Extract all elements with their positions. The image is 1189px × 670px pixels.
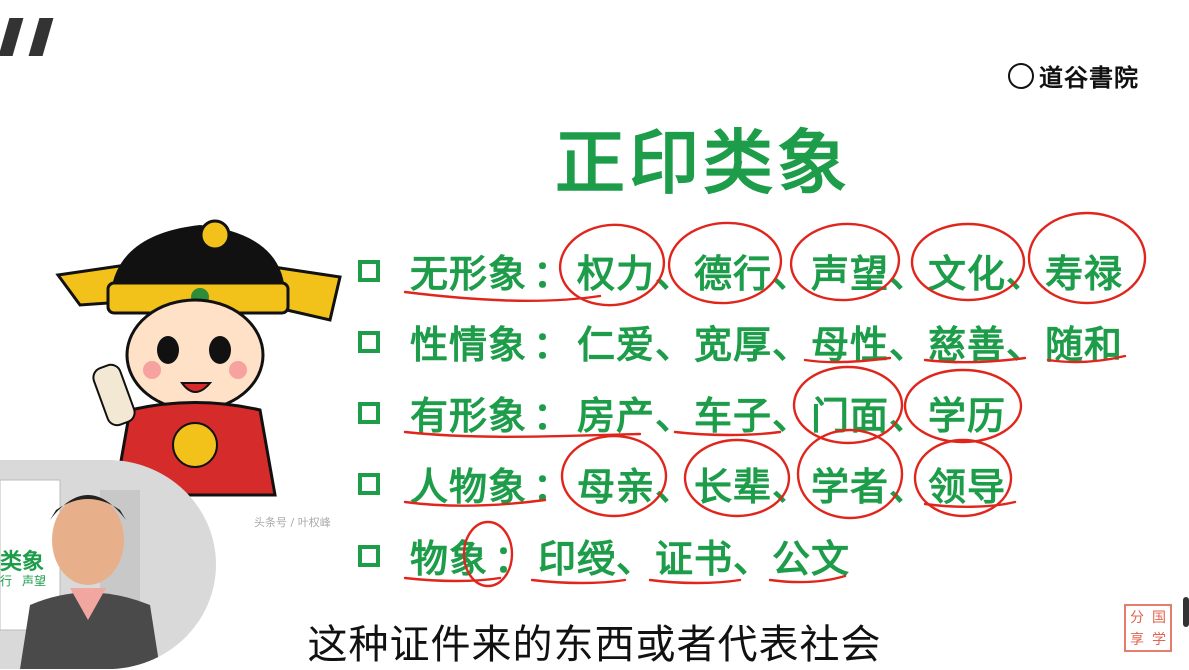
- list-item: 人物象 ： 母亲、长辈、学者、领导: [358, 456, 1006, 511]
- row-items: 母亲、长辈、学者、领导: [577, 465, 1007, 509]
- scrollbar-handle[interactable]: [1183, 597, 1189, 627]
- row-items: 印绶、证书、公文: [538, 537, 851, 581]
- row-label: 物象: [410, 537, 489, 581]
- list-item: 有形象 ： 房产、车子、门面、学历: [358, 385, 1006, 440]
- row-items: 权力、德行、声望、文化、寿禄: [577, 252, 1124, 296]
- brand-logo: 道谷書院: [1008, 58, 1139, 93]
- stamp-char: 享: [1130, 632, 1144, 648]
- list-item: 性情象 ： 仁爱、宽厚、母性、慈善、随和: [358, 314, 1123, 369]
- row-label: 无形象: [410, 252, 528, 296]
- slide-title: 正印类象: [555, 122, 851, 204]
- board-text: 类象: [0, 550, 45, 575]
- checkbox-icon: [358, 544, 380, 567]
- slant-mark: [28, 18, 54, 56]
- board-text: 行: [0, 574, 13, 588]
- row-label: 有形象: [410, 394, 528, 438]
- slant-mark: [0, 18, 24, 56]
- row-label: 性情象: [410, 323, 528, 367]
- checkbox-icon: [358, 401, 380, 424]
- row-colon: ：: [533, 394, 572, 438]
- board-text: 声望: [22, 574, 47, 588]
- checkbox-icon: [358, 259, 380, 282]
- speaker-video: 类象 行 声望: [0, 460, 216, 669]
- checkbox-icon: [358, 330, 380, 353]
- row-colon: ：: [533, 323, 572, 367]
- video-subtitle: 这种证件来的东西或者代表社会: [307, 622, 882, 668]
- row-items: 仁爱、宽厚、母性、慈善、随和: [577, 323, 1124, 367]
- checkbox-icon: [358, 472, 380, 495]
- row-colon: ：: [533, 252, 572, 296]
- row-label: 人物象: [410, 465, 528, 509]
- stamp-char: 学: [1152, 632, 1166, 648]
- watermark: 头条号 / 叶权峰: [254, 516, 331, 529]
- list-item: 无形象 ： 权力、德行、声望、文化、寿禄: [358, 243, 1123, 298]
- list-item: 物象 ： 印绶、证书、公文: [358, 528, 850, 583]
- stamp-logo: 分 国 享 学: [1124, 604, 1172, 652]
- brand-name: 道谷書院: [1039, 64, 1139, 92]
- row-items: 房产、车子、门面、学历: [577, 394, 1007, 438]
- stamp-char: 国: [1152, 610, 1166, 626]
- row-colon: ：: [494, 537, 533, 581]
- row-colon: ：: [533, 465, 572, 509]
- cartoon-official-illustration: [55, 219, 342, 497]
- brand-seal-icon: [1008, 62, 1034, 89]
- stamp-char: 分: [1130, 610, 1144, 626]
